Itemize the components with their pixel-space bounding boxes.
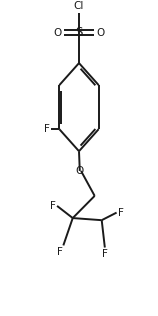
Text: O: O bbox=[97, 28, 105, 38]
Text: F: F bbox=[57, 247, 63, 257]
Text: F: F bbox=[50, 201, 56, 211]
Text: S: S bbox=[75, 26, 83, 39]
Text: F: F bbox=[102, 249, 108, 259]
Text: Cl: Cl bbox=[74, 1, 84, 10]
Text: F: F bbox=[44, 124, 50, 134]
Text: F: F bbox=[118, 208, 124, 218]
Text: O: O bbox=[53, 28, 61, 38]
Text: O: O bbox=[76, 166, 84, 176]
